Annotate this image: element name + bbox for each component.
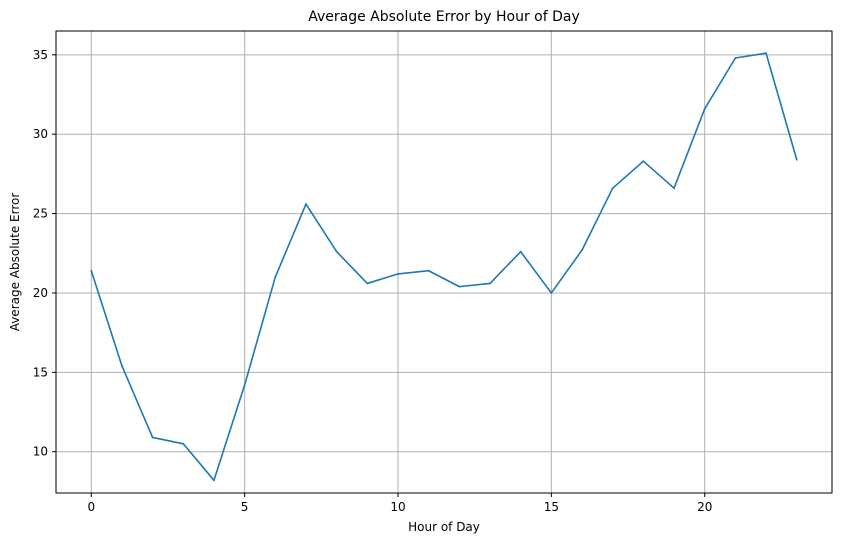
data-point — [673, 187, 675, 190]
x-tick-label: 5 — [241, 500, 249, 514]
series-line-segment — [90, 269, 123, 367]
axis-ticks: 0 5 10 15 20 10 15 20 25 30 35 — [33, 48, 713, 514]
data-point — [581, 249, 583, 251]
y-tick-label: 25 — [33, 207, 48, 221]
series-line-segment — [581, 187, 614, 251]
series-line-segment — [274, 203, 307, 278]
series-line-segment — [366, 273, 399, 285]
data-point — [121, 365, 123, 367]
series-line-segment — [611, 160, 645, 189]
series-line-segment — [397, 269, 430, 275]
series-line-segment — [673, 107, 706, 189]
series-line-segment — [765, 52, 798, 161]
x-axis-label: Hour of Day — [408, 520, 480, 534]
series-line-segment — [243, 276, 277, 386]
plot-area-frame — [55, 30, 833, 494]
x-tick-label: 0 — [87, 500, 95, 514]
data-point — [243, 384, 246, 386]
y-tick-label: 15 — [33, 365, 48, 379]
series-line-segment — [305, 203, 338, 253]
series-line-segment — [427, 269, 461, 288]
data-point — [489, 282, 491, 285]
data-point — [397, 273, 399, 275]
data-point — [90, 269, 93, 272]
series-line-segment — [335, 250, 369, 285]
series-line-segment — [121, 365, 154, 439]
series-group — [90, 52, 798, 482]
data-point — [795, 158, 798, 161]
chart-title: Average Absolute Error by Hour of Day — [308, 9, 580, 25]
data-point — [519, 250, 522, 253]
series-line-segment — [458, 282, 491, 288]
data-point — [274, 276, 277, 278]
data-point — [305, 203, 307, 205]
data-point — [703, 107, 706, 110]
y-tick-label: 20 — [33, 286, 48, 300]
series-line-segment — [151, 436, 185, 445]
x-tick-label: 15 — [544, 500, 559, 514]
y-tick-label: 10 — [33, 445, 48, 459]
data-point — [182, 442, 185, 445]
series-line-segment — [642, 160, 675, 189]
data-point — [611, 187, 614, 190]
y-tick-label: 35 — [33, 48, 48, 62]
y-axis-label: Average Absolute Error — [8, 193, 22, 332]
data-point — [550, 292, 553, 294]
data-point — [335, 250, 338, 253]
grid-lines — [56, 31, 832, 493]
data-point — [642, 160, 645, 163]
data-point — [151, 436, 154, 439]
data-point — [427, 269, 430, 272]
data-point — [458, 285, 461, 288]
series-line-segment — [703, 57, 737, 110]
data-point — [213, 479, 215, 482]
series-line-segment — [519, 250, 553, 294]
y-tick-label: 30 — [33, 127, 48, 141]
data-point — [765, 52, 767, 55]
x-tick-label: 20 — [697, 500, 712, 514]
series-line-segment — [213, 384, 246, 482]
series-line-segment — [182, 442, 215, 482]
series-line-segment — [489, 250, 522, 285]
series-line-segment — [734, 52, 767, 59]
series-line-segment — [550, 249, 583, 294]
x-tick-label: 10 — [390, 500, 405, 514]
data-point — [734, 57, 737, 59]
data-point — [366, 282, 369, 285]
